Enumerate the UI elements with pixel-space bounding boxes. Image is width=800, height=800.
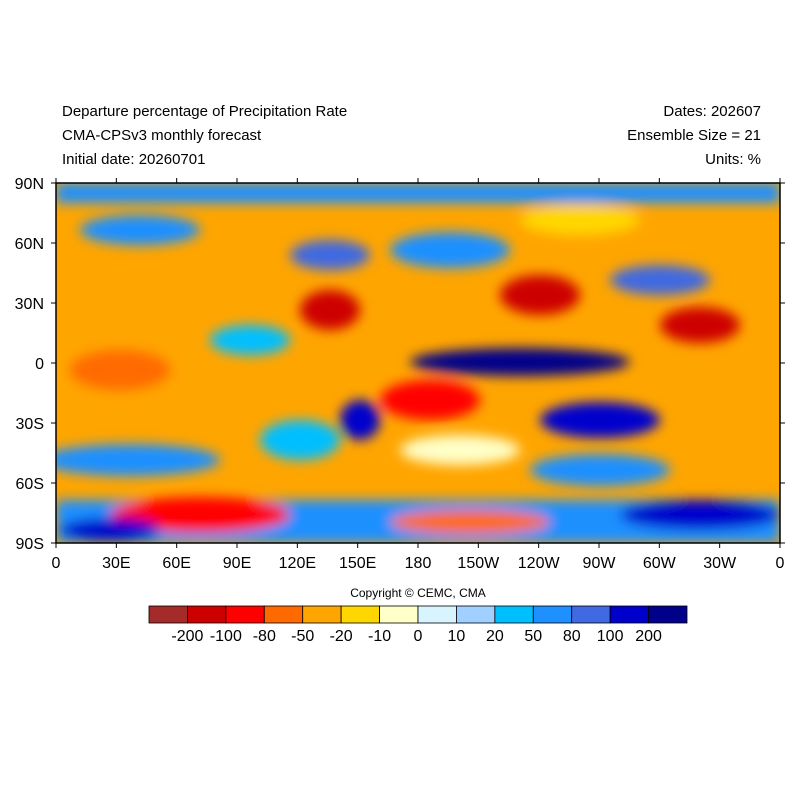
colorbar-box — [532, 605, 573, 624]
colorbar-box — [187, 605, 227, 624]
colorbar-box — [571, 605, 611, 624]
lon-label: 30W — [703, 555, 737, 572]
lat-label: 90S — [16, 536, 44, 553]
colorbar-box — [225, 605, 265, 624]
lon-label: 120W — [518, 555, 561, 572]
colorbar-label: -100 — [210, 628, 242, 645]
lon-label: 180 — [405, 555, 432, 572]
colorbar-label: -50 — [291, 628, 314, 645]
colorbar-box — [148, 605, 188, 624]
initial-date: Initial date: 20260701 — [62, 151, 205, 168]
colorbar-box — [417, 605, 457, 624]
colorbar-box — [456, 605, 496, 624]
colorbar-label: 100 — [597, 628, 624, 645]
colorbar-box — [494, 605, 534, 624]
units: Units: % — [705, 151, 761, 168]
lon-label: 150W — [457, 555, 500, 572]
title: Departure percentage of Precipitation Ra… — [62, 103, 347, 120]
lat-label: 90N — [15, 176, 44, 193]
lat-label: 30N — [15, 296, 44, 313]
colorbar-box — [648, 605, 688, 624]
colorbar-box — [302, 605, 342, 624]
colorbar-box — [263, 605, 304, 624]
colorbar-label: 10 — [448, 628, 466, 645]
colorbar-label: -20 — [330, 628, 353, 645]
colorbar: -200 -100 -80 -50 -20 -10 0 10 20 50 80 100 200 — [148, 605, 688, 645]
colorbar-label: -80 — [253, 628, 276, 645]
lon-label: 0 — [52, 555, 61, 572]
colorbar-label: 200 — [635, 628, 662, 645]
ensemble-size: Ensemble Size = 21 — [627, 127, 761, 144]
dates: Dates: 202607 — [663, 103, 761, 120]
lon-label: 90E — [223, 555, 251, 572]
colorbar-label: 80 — [563, 628, 581, 645]
colorbar-label: 20 — [486, 628, 504, 645]
axes: 90N 60N 30N 0 30S 60S 90S 0 30E 60E 90E 120E 150E 180… — [15, 176, 785, 572]
lat-label: 30S — [16, 416, 44, 433]
lon-label: 120E — [279, 555, 316, 572]
lat-label: 0 — [35, 356, 44, 373]
map-field — [56, 183, 780, 543]
lat-label: 60S — [16, 476, 44, 493]
lon-label: 0 — [776, 555, 785, 572]
colorbar-box — [340, 605, 380, 624]
colorbar-label: -10 — [368, 628, 391, 645]
lon-label: 60E — [162, 555, 190, 572]
subtitle: CMA-CPSv3 monthly forecast — [62, 127, 262, 144]
lon-label: 90W — [583, 555, 617, 572]
colorbar-label: -200 — [171, 628, 203, 645]
colorbar-box — [609, 605, 649, 624]
lon-label: 150E — [339, 555, 376, 572]
lon-label: 30E — [102, 555, 130, 572]
copyright: Copyright © CEMC, CMA — [350, 586, 486, 600]
colorbar-label: 50 — [524, 628, 542, 645]
colorbar-box — [379, 605, 419, 624]
lat-label: 60N — [15, 236, 44, 253]
lon-label: 60W — [643, 555, 677, 572]
colorbar-label: 0 — [414, 628, 423, 645]
